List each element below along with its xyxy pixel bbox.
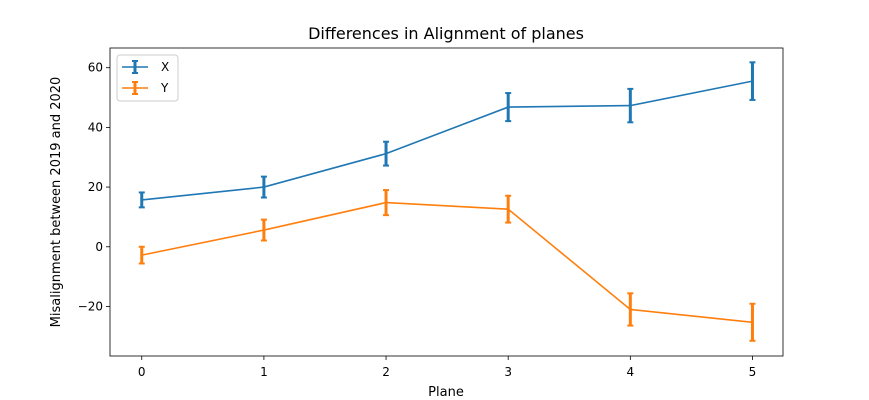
x-axis: 0 1 2 3 4 5: [138, 356, 756, 379]
y-tick-label: 0: [95, 240, 103, 254]
series-line: [141, 80, 753, 201]
legend-item-y: Y: [122, 81, 169, 95]
error-bar: [505, 194, 512, 224]
legend-label: Y: [160, 81, 169, 95]
error-bar: [260, 175, 267, 199]
y-axis-title: Misalignment between 2019 and 2020: [49, 77, 64, 328]
x-tick-label: 0: [138, 365, 146, 379]
plot-area: [138, 61, 756, 342]
error-bar: [138, 191, 145, 209]
x-tick-label: 5: [749, 365, 757, 379]
series-line: [141, 201, 753, 324]
legend-label: X: [161, 60, 169, 74]
x-axis-title: Plane: [428, 385, 464, 400]
legend-item-x: X: [122, 60, 169, 74]
x-tick-label: 1: [260, 365, 268, 379]
x-tick-label: 4: [627, 365, 635, 379]
error-bar: [749, 302, 756, 342]
y-tick-label: 60: [88, 61, 103, 75]
error-bar: [260, 218, 267, 242]
chart-title: Differences in Alignment of planes: [308, 24, 584, 43]
error-bar: [383, 189, 390, 217]
series-y: [138, 189, 756, 342]
x-tick-label: 3: [504, 365, 512, 379]
plot-frame: [109, 47, 784, 357]
series-x: [138, 61, 756, 209]
y-tick-label: −20: [78, 299, 103, 313]
error-bar: [505, 92, 512, 123]
error-bar: [627, 292, 634, 327]
x-tick-label: 2: [382, 365, 390, 379]
error-bar: [138, 245, 145, 265]
y-tick-label: 40: [88, 120, 103, 134]
error-bar: [383, 140, 390, 167]
y-tick-label: 20: [88, 180, 103, 194]
error-bar: [749, 61, 756, 101]
error-bar: [627, 87, 634, 124]
legend: XY: [116, 54, 179, 102]
y-axis: −20 0 20 40 60: [78, 61, 110, 313]
